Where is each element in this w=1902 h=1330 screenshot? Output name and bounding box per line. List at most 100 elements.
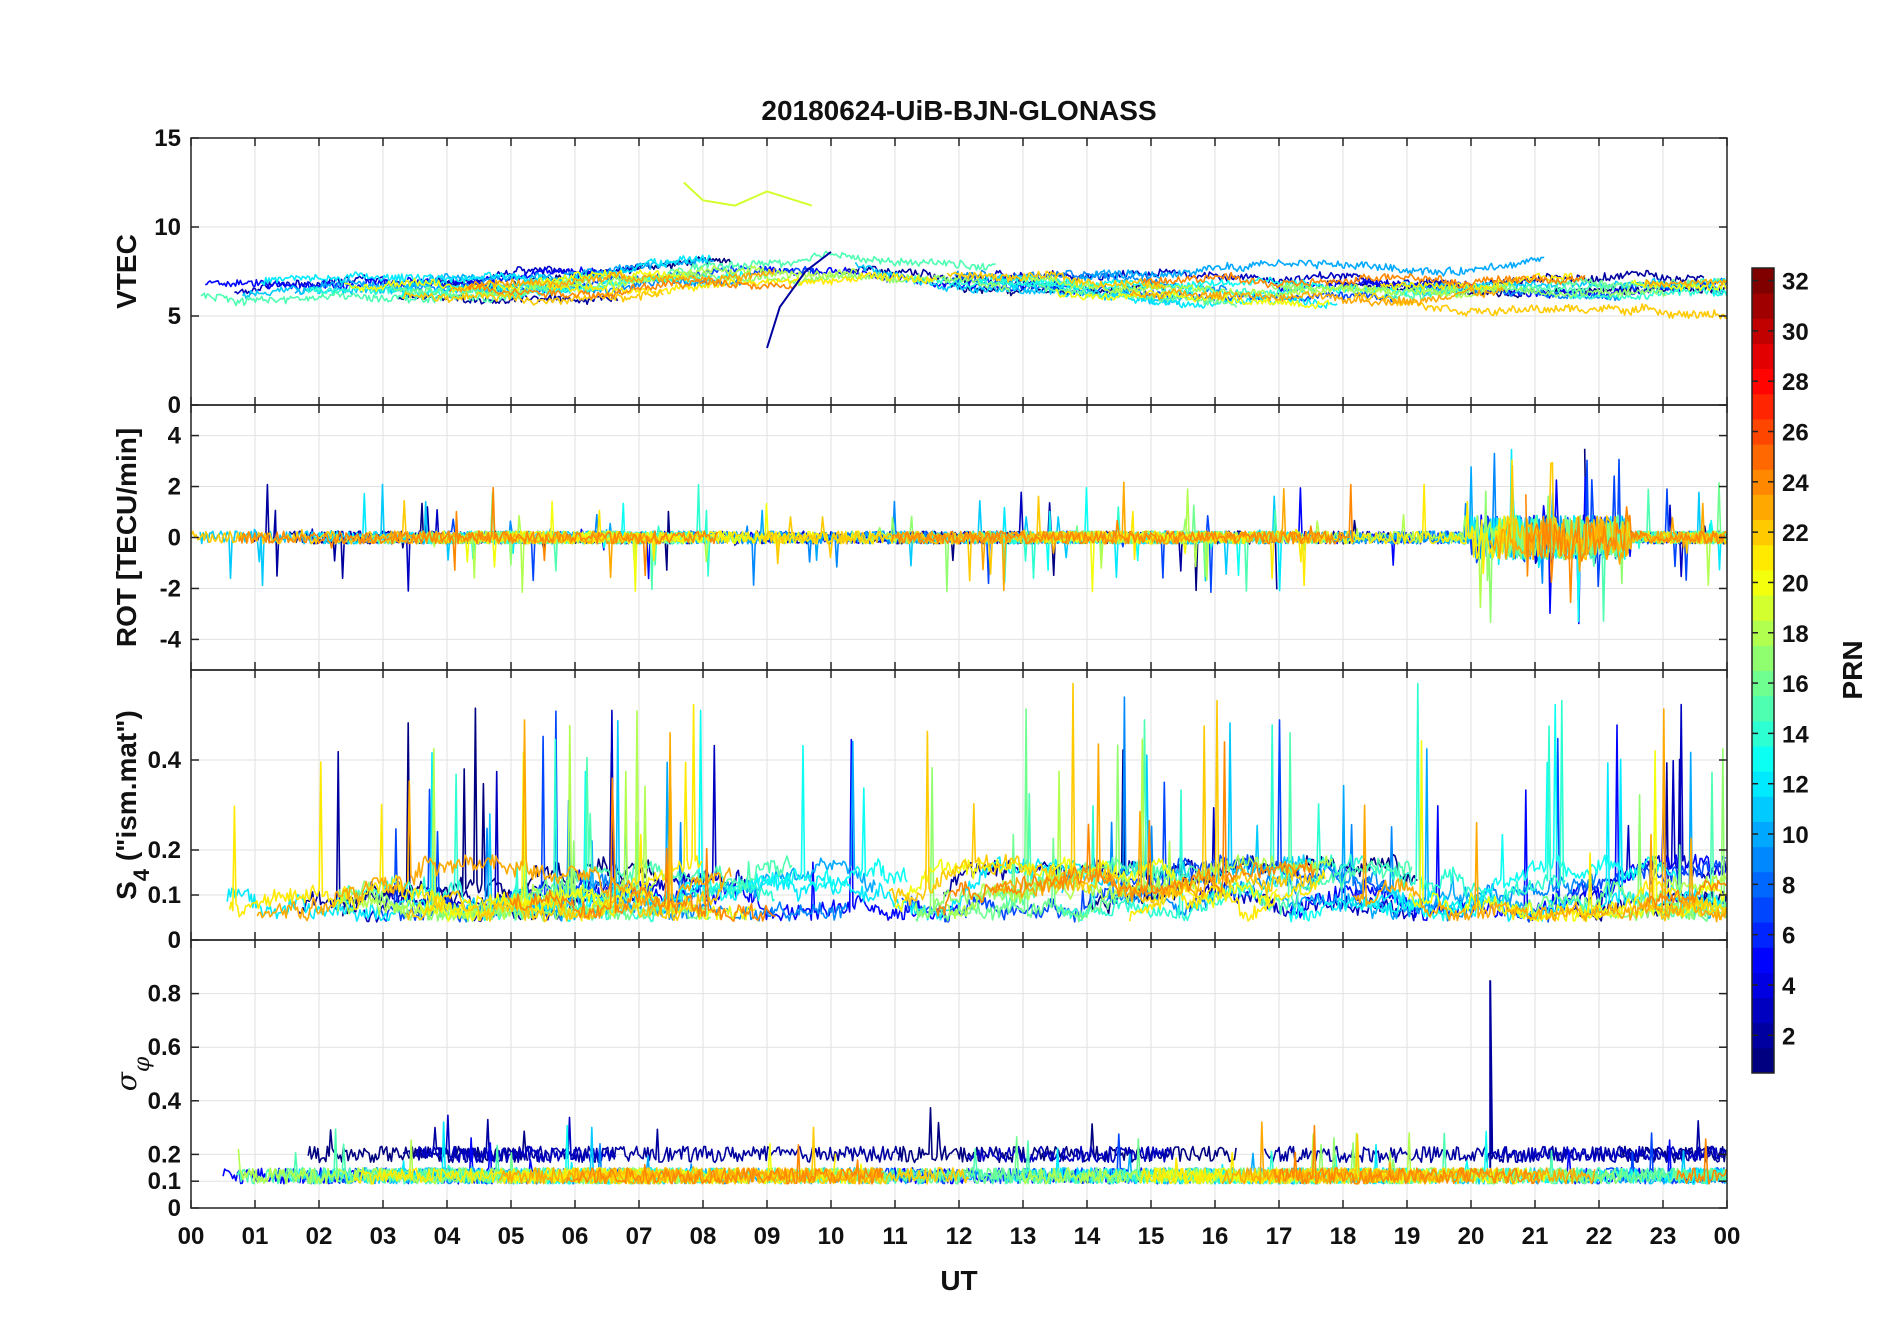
colorbar-segment (1752, 595, 1774, 621)
y-tick-label: 0 (168, 927, 181, 954)
colorbar-segment (1752, 846, 1774, 873)
chart-title: 20180624-UiB-BJN-GLONASS (761, 95, 1156, 126)
colorbar-tick-label: 26 (1782, 420, 1809, 447)
y-tick-label: 0.4 (148, 747, 182, 774)
colorbar-segment (1752, 620, 1774, 646)
x-tick-label: 09 (754, 1223, 781, 1250)
y-tick-label: 0.2 (148, 1141, 181, 1168)
series-prn-14 (1565, 286, 1727, 301)
colorbar-segment (1752, 519, 1774, 546)
y-tick-label: 0.8 (148, 981, 181, 1008)
x-tick-label: 06 (562, 1223, 589, 1250)
x-tick-label: 03 (370, 1223, 397, 1250)
series-prn-20 (1055, 288, 1331, 310)
series-prn-24 (1142, 271, 1586, 289)
series-prn-10 (294, 256, 715, 296)
x-tick-label: 22 (1586, 1223, 1613, 1250)
colorbar-segment (1752, 494, 1774, 521)
series-prn-3 (416, 1114, 617, 1164)
series-prn-5 (205, 266, 619, 292)
series-prn-15 (667, 250, 996, 275)
x-tick-label: 17 (1266, 1223, 1293, 1250)
panel-1: 0 5 10 15 VTEC (111, 125, 1728, 419)
y-tick-label: 0 (168, 392, 181, 419)
x-tick-label: 15 (1138, 1223, 1165, 1250)
y-tick-label: 4 (168, 423, 182, 450)
x-tick-label: 02 (306, 1223, 333, 1250)
colorbar-tick-label: 6 (1782, 923, 1795, 950)
y-tick-label: 15 (154, 125, 181, 152)
colorbar-tick-label: 24 (1782, 470, 1809, 497)
colorbar-tick-label: 28 (1782, 369, 1809, 396)
x-tick-label: 11 (882, 1223, 907, 1250)
x-tick-label: 10 (818, 1223, 845, 1250)
series-prn-24 (565, 1144, 884, 1185)
colorbar-tick-label: 20 (1782, 570, 1809, 597)
grid (190, 137, 1728, 406)
y-tick-label: -2 (160, 575, 181, 602)
sigma-peak (1489, 980, 1494, 1168)
x-tick-label: 07 (626, 1223, 653, 1250)
colorbar-segment (1752, 695, 1774, 722)
colorbar-tick-label: 4 (1782, 973, 1796, 1000)
series-traces (226, 682, 1727, 923)
colorbar-segment (1752, 469, 1774, 495)
colorbar-segment (1752, 343, 1774, 370)
series-prn-2 (402, 1118, 902, 1164)
colorbar-segment (1752, 821, 1774, 848)
y-tick-label: -4 (160, 626, 182, 653)
colorbar-segment (1752, 896, 1774, 923)
series-prn-23 (1129, 286, 1504, 307)
y-axis-label-4: σφ (110, 1056, 155, 1091)
colorbar-segment (1752, 569, 1774, 596)
colorbar-segment (1752, 1047, 1774, 1074)
colorbar-segment (1752, 670, 1774, 697)
y-tick-label: 0.2 (148, 837, 181, 864)
y-tick-label: 5 (168, 303, 181, 330)
series-prn-23 (1221, 1121, 1596, 1185)
series-prn-13 (1288, 703, 1681, 923)
series-prn-24 (1525, 494, 1727, 604)
y-tick-label: 0 (168, 1195, 181, 1222)
series-prn-23 (256, 719, 732, 922)
x-tick-label: 19 (1394, 1223, 1421, 1250)
panel-2: -4 -2 0 2 4 ROT [TECU/min] (111, 404, 1728, 671)
colorbar-segment (1752, 293, 1774, 319)
x-tick-label: 00 (178, 1223, 205, 1250)
colorbar-label: PRN (1837, 640, 1868, 699)
series-prn-18 (412, 514, 748, 594)
colorbar-segment (1752, 544, 1774, 571)
colorbar-segment (1752, 268, 1774, 294)
series-prn-15 (1109, 508, 1331, 592)
colorbar-segment (1752, 418, 1774, 445)
colorbar-tick-label: 30 (1782, 319, 1809, 346)
colorbar-segment (1752, 393, 1774, 420)
series-prn-23 (1353, 708, 1727, 923)
colorbar-tick-label: 32 (1782, 269, 1809, 296)
x-tick-label: 08 (690, 1223, 717, 1250)
colorbar-segment (1752, 645, 1774, 671)
y-tick-label: 0 (168, 525, 181, 552)
y-tick-label: 0.4 (148, 1088, 182, 1115)
colorbar-segment (1752, 368, 1774, 395)
series-prn-19-segment (683, 181, 813, 207)
series-prn-12 (226, 751, 438, 923)
colorbar-tick-label: 22 (1782, 520, 1809, 547)
colorbar-segment (1752, 745, 1774, 772)
x-tick-label: 04 (434, 1223, 461, 1250)
series-prn-24 (238, 486, 718, 577)
series-traces (222, 980, 1727, 1185)
series-prn-22 (946, 270, 1166, 289)
colorbar-tick-label: 10 (1782, 822, 1809, 849)
series-prn-7 (369, 518, 645, 582)
series-prn-23 (1644, 278, 1727, 289)
colorbar-tick-label: 14 (1782, 721, 1809, 748)
colorbar-segment (1752, 871, 1774, 898)
series-prn-24 (1676, 1138, 1727, 1185)
series-prn-16 (1038, 284, 1238, 308)
colorbar-segment (1752, 1022, 1774, 1049)
x-tick-label: 12 (946, 1223, 973, 1250)
